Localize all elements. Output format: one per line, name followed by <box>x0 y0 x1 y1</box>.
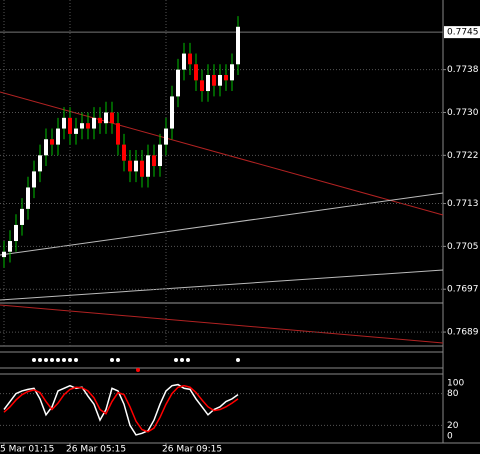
osc-line <box>3 383 239 436</box>
candle-body <box>146 155 150 177</box>
candle-body <box>86 123 90 129</box>
osc-tick-label: 0 <box>447 432 453 442</box>
y-tick-label: 0.7722 <box>447 151 479 161</box>
y-tick-label: 0.7705 <box>447 242 479 252</box>
candle-body <box>56 128 60 145</box>
candle-body <box>128 160 132 172</box>
candle-body <box>188 53 192 65</box>
candle-body <box>218 74 222 86</box>
y-tick-label: 0.7713 <box>447 199 479 209</box>
candle-body <box>182 53 186 70</box>
trend-line <box>0 269 444 301</box>
candle-body <box>116 123 120 145</box>
y-tick-label: 0.7697 <box>447 285 479 295</box>
candle-body <box>2 251 6 258</box>
candle-body <box>44 139 48 156</box>
candle-body <box>80 123 84 129</box>
candle-body <box>20 208 24 225</box>
candle-body <box>32 171 36 188</box>
candle-body <box>224 74 228 81</box>
candle-body <box>152 155 156 167</box>
osc-line <box>3 384 239 433</box>
candle-body <box>230 64 234 81</box>
candle-body <box>212 74 216 86</box>
candle-body <box>110 112 114 124</box>
osc-tick-label: 20 <box>447 421 459 431</box>
trend-line <box>0 91 444 216</box>
osc-tick-label: 100 <box>447 379 464 389</box>
candle-body <box>50 139 54 145</box>
candle-body <box>170 96 174 129</box>
candle-body <box>26 187 30 209</box>
last-price-box <box>444 26 480 39</box>
candle-body <box>122 144 126 161</box>
candle-body <box>176 69 180 97</box>
candle-body <box>200 80 204 92</box>
y-tick-label: 0.7738 <box>447 65 479 75</box>
candle-body <box>8 241 12 252</box>
y-tick-label: 0.7730 <box>447 108 479 118</box>
candle-body <box>194 64 198 81</box>
y-tick-label: 0.7689 <box>447 328 479 338</box>
candle-body <box>14 224 18 242</box>
trend-line <box>0 304 444 344</box>
candle-body <box>74 128 78 134</box>
candle-body <box>164 128 168 145</box>
candle-body <box>62 117 66 129</box>
candle-body <box>236 26 240 65</box>
osc-tick-label: 80 <box>447 389 459 399</box>
candle-body <box>98 117 102 124</box>
indicator-dots <box>32 358 240 372</box>
candle-body <box>68 117 72 134</box>
candle-body <box>158 144 162 167</box>
x-tick-label: 5 Mar 01:15 <box>0 445 54 454</box>
candle-body <box>104 112 108 124</box>
x-tick-label: 26 Mar 05:15 <box>66 445 126 454</box>
candle-body <box>92 117 96 129</box>
candle-body <box>140 160 144 177</box>
last-price-label: 0.7745 <box>447 28 479 38</box>
candle-body <box>206 74 210 92</box>
candle-body <box>134 160 138 172</box>
candle-body <box>38 155 42 172</box>
x-tick-label: 26 Mar 09:15 <box>162 445 222 454</box>
